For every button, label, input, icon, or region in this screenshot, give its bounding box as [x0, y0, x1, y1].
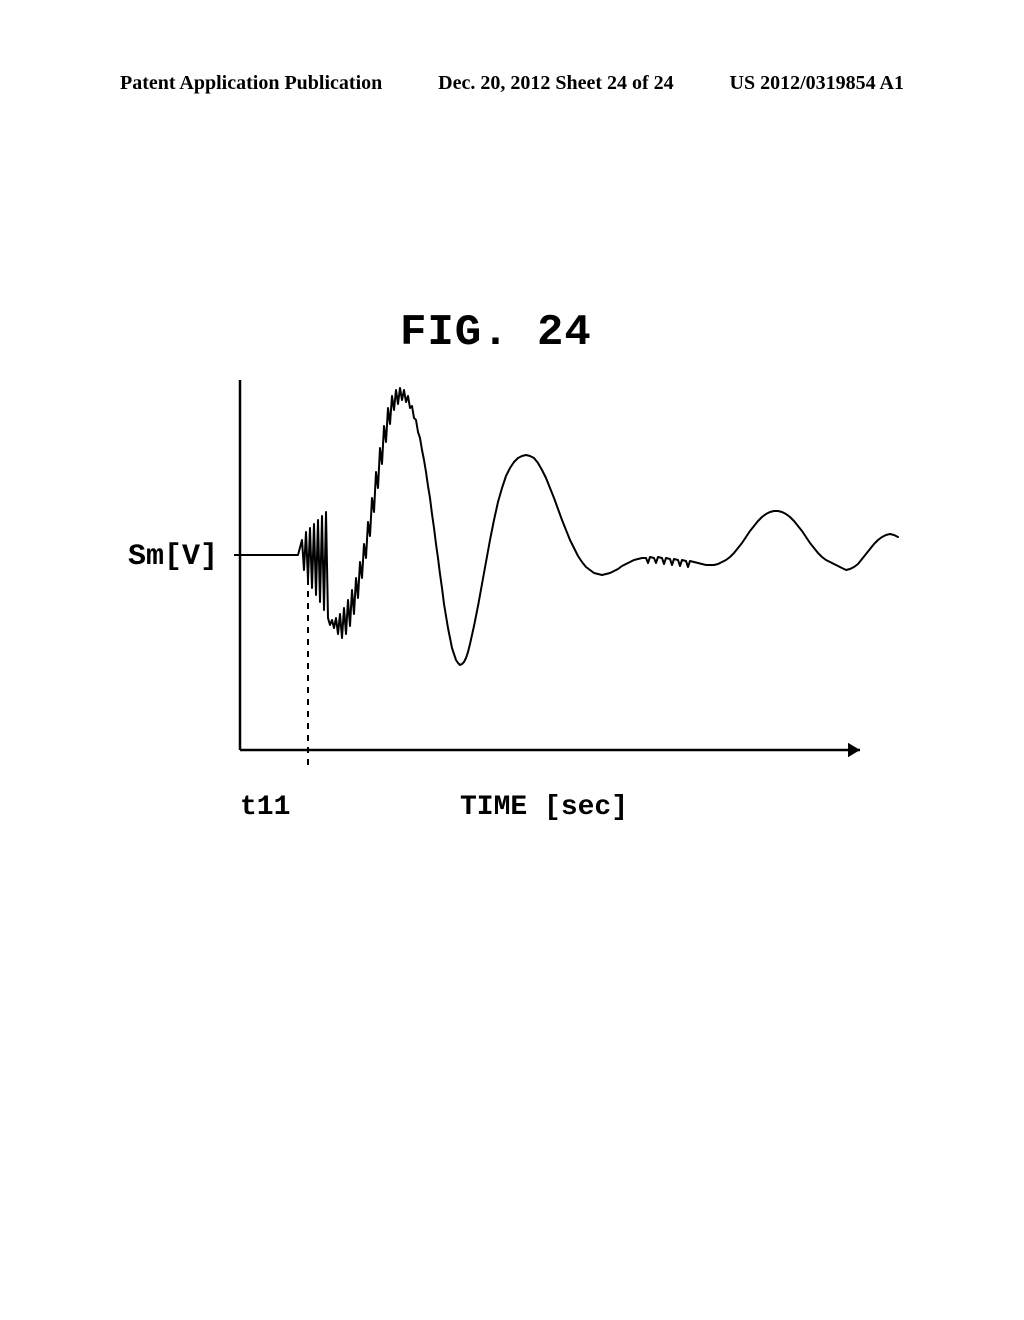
chart-area	[200, 370, 900, 790]
chart-svg	[200, 370, 900, 790]
page-header: Patent Application Publication Dec. 20, …	[0, 72, 1024, 95]
header-right: US 2012/0319854 A1	[730, 72, 904, 95]
x-axis-label: TIME [sec]	[460, 792, 628, 823]
figure-title: FIG. 24	[400, 308, 592, 358]
x-tick-t11: t11	[240, 792, 290, 823]
header-left: Patent Application Publication	[120, 72, 382, 95]
header-center: Dec. 20, 2012 Sheet 24 of 24	[438, 72, 674, 95]
patent-page: Patent Application Publication Dec. 20, …	[0, 0, 1024, 1320]
